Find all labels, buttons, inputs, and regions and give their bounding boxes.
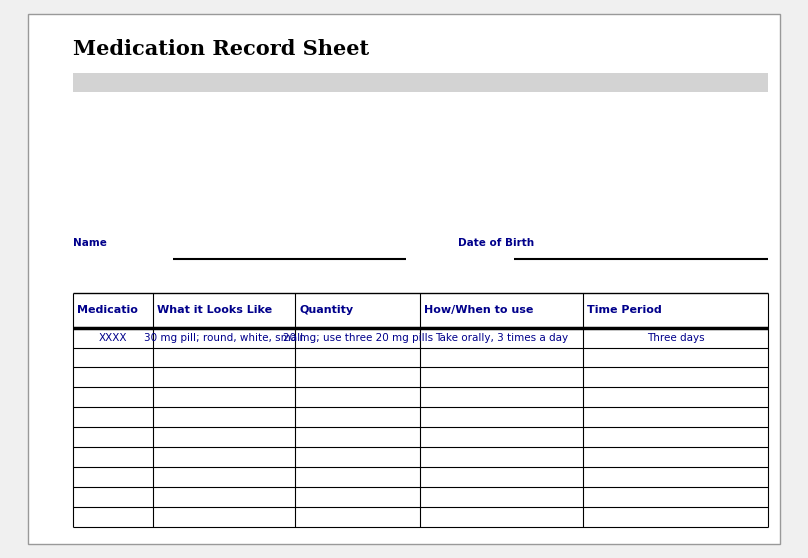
Text: XXXX: XXXX [99,333,127,343]
Bar [73,73,768,92]
Text: Medicatio: Medicatio [77,305,137,315]
Text: Three days: Three days [646,333,705,343]
Text: Name: Name [73,238,107,248]
Text: How/When to use: How/When to use [424,305,533,315]
Text: Medication Record Sheet: Medication Record Sheet [73,39,368,59]
Text: What it Looks Like: What it Looks Like [157,305,271,315]
Text: 30 mg pill; round, white, small: 30 mg pill; round, white, small [145,333,304,343]
Text: Date of Birth: Date of Birth [458,238,535,248]
Text: Take orally, 3 times a day: Take orally, 3 times a day [436,333,568,343]
Text: Quantity: Quantity [299,305,353,315]
Text: 20 mg; use three 20 mg pills: 20 mg; use three 20 mg pills [283,333,432,343]
Text: Time Period: Time Period [587,305,663,315]
